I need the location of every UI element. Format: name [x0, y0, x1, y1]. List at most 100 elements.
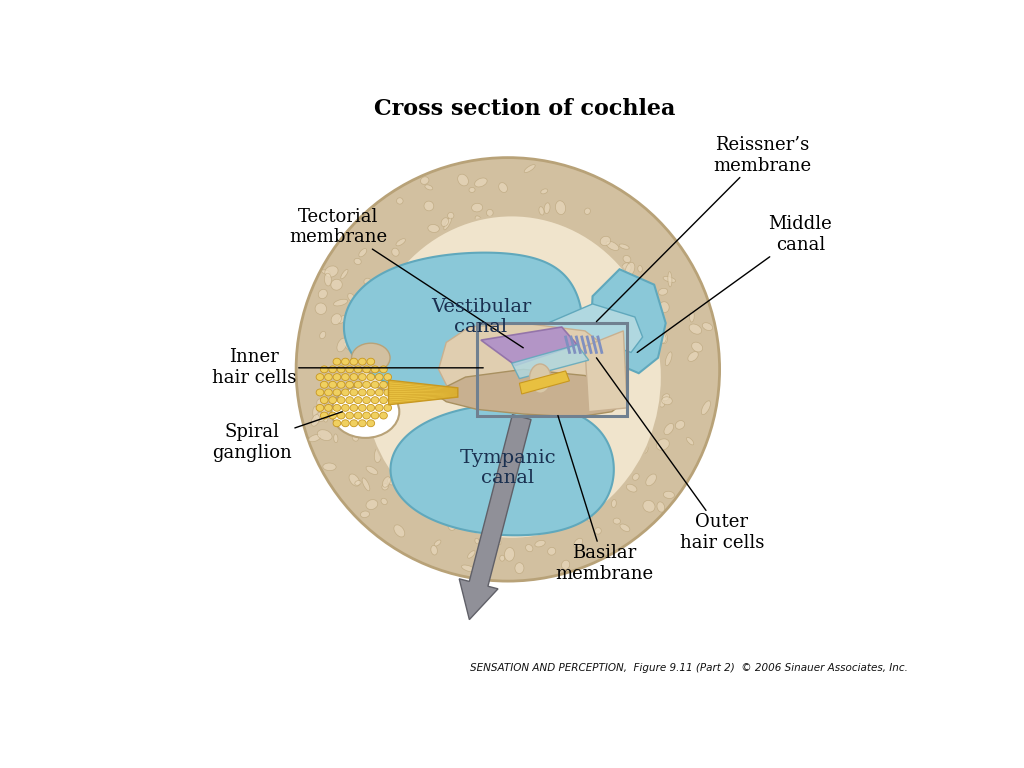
- Ellipse shape: [346, 366, 353, 372]
- Ellipse shape: [541, 189, 548, 194]
- Ellipse shape: [371, 397, 379, 404]
- Ellipse shape: [608, 476, 615, 490]
- Ellipse shape: [638, 266, 642, 272]
- Ellipse shape: [346, 381, 353, 389]
- Ellipse shape: [344, 402, 352, 410]
- Ellipse shape: [318, 290, 328, 299]
- Ellipse shape: [362, 412, 371, 419]
- Ellipse shape: [505, 216, 513, 223]
- Ellipse shape: [331, 280, 342, 290]
- Ellipse shape: [635, 441, 648, 454]
- Ellipse shape: [361, 296, 366, 304]
- Ellipse shape: [657, 399, 665, 407]
- Ellipse shape: [350, 373, 357, 380]
- Polygon shape: [390, 404, 613, 535]
- Ellipse shape: [342, 358, 349, 365]
- Ellipse shape: [447, 515, 458, 531]
- Ellipse shape: [431, 545, 437, 555]
- Ellipse shape: [329, 366, 337, 372]
- Ellipse shape: [475, 216, 482, 224]
- Ellipse shape: [606, 241, 618, 250]
- Ellipse shape: [428, 502, 440, 512]
- Ellipse shape: [662, 397, 673, 405]
- Text: Spiral
ganglion: Spiral ganglion: [212, 412, 342, 462]
- Ellipse shape: [329, 397, 337, 404]
- Ellipse shape: [362, 381, 371, 389]
- Ellipse shape: [362, 366, 371, 372]
- Ellipse shape: [500, 555, 505, 561]
- Ellipse shape: [371, 412, 379, 419]
- Ellipse shape: [365, 313, 377, 325]
- Ellipse shape: [384, 405, 391, 412]
- Polygon shape: [344, 253, 583, 402]
- Ellipse shape: [517, 514, 522, 519]
- Ellipse shape: [478, 521, 484, 527]
- Ellipse shape: [311, 415, 319, 426]
- Ellipse shape: [525, 545, 532, 551]
- Text: Tympanic
canal: Tympanic canal: [460, 449, 556, 488]
- Ellipse shape: [452, 519, 459, 525]
- Ellipse shape: [441, 218, 449, 227]
- Ellipse shape: [586, 508, 593, 521]
- Ellipse shape: [643, 501, 655, 512]
- Ellipse shape: [342, 373, 349, 380]
- Ellipse shape: [430, 509, 441, 519]
- Ellipse shape: [394, 525, 404, 537]
- Ellipse shape: [486, 210, 494, 217]
- Ellipse shape: [344, 343, 353, 352]
- Ellipse shape: [362, 478, 370, 491]
- Ellipse shape: [383, 477, 390, 487]
- Text: Cross section of cochlea: Cross section of cochlea: [374, 98, 676, 120]
- Ellipse shape: [333, 358, 341, 365]
- Ellipse shape: [354, 381, 361, 389]
- Text: Inner
hair cells: Inner hair cells: [212, 349, 483, 387]
- Polygon shape: [481, 327, 578, 366]
- Ellipse shape: [539, 207, 544, 215]
- Ellipse shape: [333, 389, 341, 396]
- Ellipse shape: [366, 500, 378, 509]
- Ellipse shape: [505, 548, 514, 561]
- Ellipse shape: [585, 208, 591, 214]
- Ellipse shape: [472, 204, 482, 212]
- Ellipse shape: [529, 364, 551, 393]
- Ellipse shape: [380, 381, 387, 389]
- Ellipse shape: [620, 524, 630, 531]
- Text: Middle
canal: Middle canal: [637, 215, 833, 353]
- Ellipse shape: [331, 314, 341, 325]
- Ellipse shape: [660, 332, 668, 343]
- Ellipse shape: [321, 366, 328, 372]
- Ellipse shape: [332, 386, 399, 438]
- Ellipse shape: [321, 412, 328, 419]
- Ellipse shape: [421, 177, 429, 184]
- Ellipse shape: [358, 405, 367, 412]
- Ellipse shape: [312, 406, 318, 420]
- Ellipse shape: [346, 397, 353, 404]
- Ellipse shape: [358, 249, 367, 257]
- Ellipse shape: [380, 412, 387, 419]
- Polygon shape: [585, 331, 628, 412]
- Text: Reissner’s
membrane: Reissner’s membrane: [596, 136, 811, 322]
- Ellipse shape: [350, 420, 357, 427]
- Ellipse shape: [316, 373, 324, 380]
- Ellipse shape: [600, 237, 610, 246]
- Ellipse shape: [322, 407, 328, 422]
- Ellipse shape: [358, 420, 367, 427]
- Ellipse shape: [358, 389, 367, 396]
- Ellipse shape: [333, 373, 341, 380]
- Ellipse shape: [544, 203, 550, 214]
- Ellipse shape: [573, 538, 583, 548]
- Ellipse shape: [384, 373, 391, 380]
- Ellipse shape: [644, 291, 652, 298]
- Ellipse shape: [702, 323, 713, 330]
- Ellipse shape: [367, 373, 375, 380]
- Ellipse shape: [337, 381, 345, 389]
- Ellipse shape: [351, 343, 390, 372]
- Ellipse shape: [626, 263, 635, 276]
- Ellipse shape: [447, 213, 454, 219]
- Ellipse shape: [321, 381, 328, 389]
- Text: Vestibular
canal: Vestibular canal: [431, 298, 531, 336]
- Ellipse shape: [316, 399, 325, 408]
- Ellipse shape: [315, 303, 327, 314]
- Ellipse shape: [646, 474, 656, 486]
- Ellipse shape: [489, 535, 501, 545]
